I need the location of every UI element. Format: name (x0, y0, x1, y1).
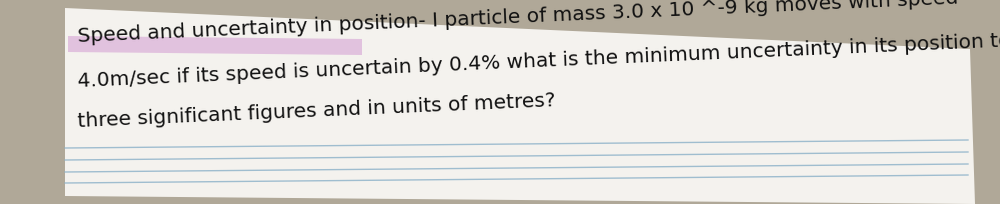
Polygon shape (68, 36, 362, 55)
Text: 4.0m/sec if its speed is uncertain by 0.4% what is the minimum uncertainty in it: 4.0m/sec if its speed is uncertain by 0.… (78, 32, 1000, 91)
Text: three significant figures and in units of metres?: three significant figures and in units o… (78, 92, 556, 132)
Text: Speed and uncertainty in position- I particle of mass 3.0 x 10 ^-9 kg moves with: Speed and uncertainty in position- I par… (78, 0, 959, 47)
Polygon shape (65, 8, 975, 204)
